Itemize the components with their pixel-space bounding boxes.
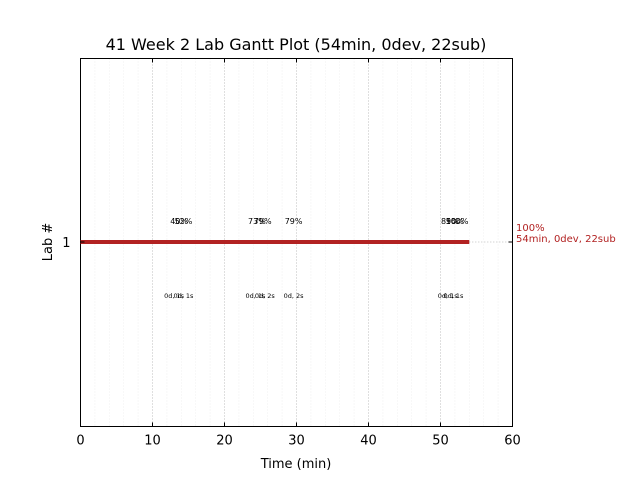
x-tick-label: 60 [504, 434, 521, 449]
x-tick-label: 10 [144, 434, 161, 449]
chart-title: 41 Week 2 Lab Gantt Plot (54min, 0dev, 2… [106, 35, 487, 54]
summary-percent: 100% [516, 223, 545, 234]
x-tick-label: 20 [216, 434, 233, 449]
dev-sub-label: 0d, 1s [443, 292, 464, 300]
dev-sub-label: 0d, 2s [284, 292, 305, 300]
progress-label: 52% [175, 217, 193, 226]
progress-label: 79% [285, 217, 303, 226]
x-axis: 0 10 20 30 40 50 60 [76, 58, 521, 449]
y-axis-label: Lab # [41, 223, 56, 262]
dev-sub-label: 0d, 1s [438, 292, 459, 300]
progress-label: 40% [170, 217, 188, 226]
progress-label: 73% [248, 217, 266, 226]
progress-label: 85% [441, 217, 459, 226]
progress-label: 100% [446, 217, 469, 226]
dev-sub-label: 0d, 2s [255, 292, 276, 300]
progress-label: 79% [254, 217, 272, 226]
x-tick-label: 50 [432, 434, 449, 449]
x-tick-label: 40 [360, 434, 377, 449]
y-axis: 1 [62, 236, 513, 251]
x-tick-label: 30 [288, 434, 305, 449]
progress-label: 90% [446, 217, 464, 226]
dev-sub-label: 0d, 1s [173, 292, 194, 300]
x-tick-label: 0 [76, 434, 84, 449]
y-tick-label: 1 [62, 236, 70, 251]
summary-detail: 54min, 0dev, 22sub [516, 234, 616, 245]
x-axis-label: Time (min) [260, 457, 332, 472]
dev-sub-label: 0d, 1s [245, 292, 266, 300]
dev-sub-label: 0d, 1s [164, 292, 185, 300]
